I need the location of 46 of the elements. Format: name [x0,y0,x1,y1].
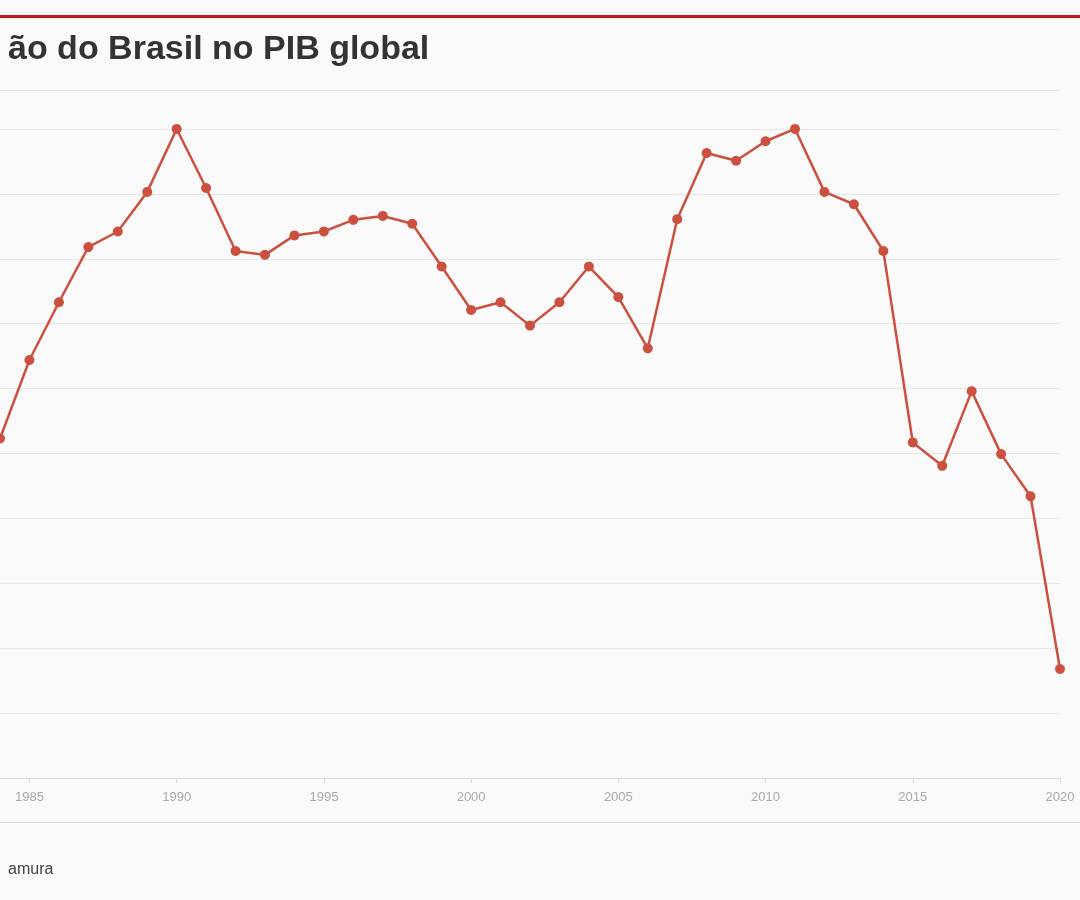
point [112,226,123,237]
x-tick-label: 2020 [1045,789,1075,804]
chart-title: ão do Brasil no PIB global [8,28,430,67]
point [819,186,830,197]
point [289,230,300,241]
point [760,136,771,147]
x-tick-label: 2000 [456,789,486,804]
point [466,305,477,316]
point [996,449,1007,460]
point [525,320,535,331]
point [171,123,182,134]
point [790,123,800,134]
x-tick-label: 1985 [14,789,44,804]
point [966,386,977,397]
point [201,183,212,193]
point [407,218,418,229]
x-tick-label: 1990 [162,789,192,804]
point [642,343,653,354]
point [83,242,94,253]
point [701,147,712,158]
point [878,245,889,256]
x-tick-label: 2005 [603,789,633,804]
point [1025,491,1036,502]
point [672,214,683,225]
point [142,186,153,197]
point [937,460,948,471]
point [731,155,742,166]
point [377,210,388,221]
point [848,199,859,210]
text: amura [8,860,54,878]
point [613,292,624,303]
point [583,261,594,272]
point [318,226,329,237]
x-tick-label: 2010 [751,789,781,804]
point [24,355,35,365]
point [436,261,447,272]
point [230,245,241,256]
x-tick-label: 2015 [898,789,928,804]
x-tick-label: 1995 [309,789,339,804]
point [1055,663,1065,674]
point [495,297,506,308]
point [53,297,64,308]
point [348,214,359,225]
point [907,437,918,448]
point [260,249,270,260]
point [554,297,565,308]
